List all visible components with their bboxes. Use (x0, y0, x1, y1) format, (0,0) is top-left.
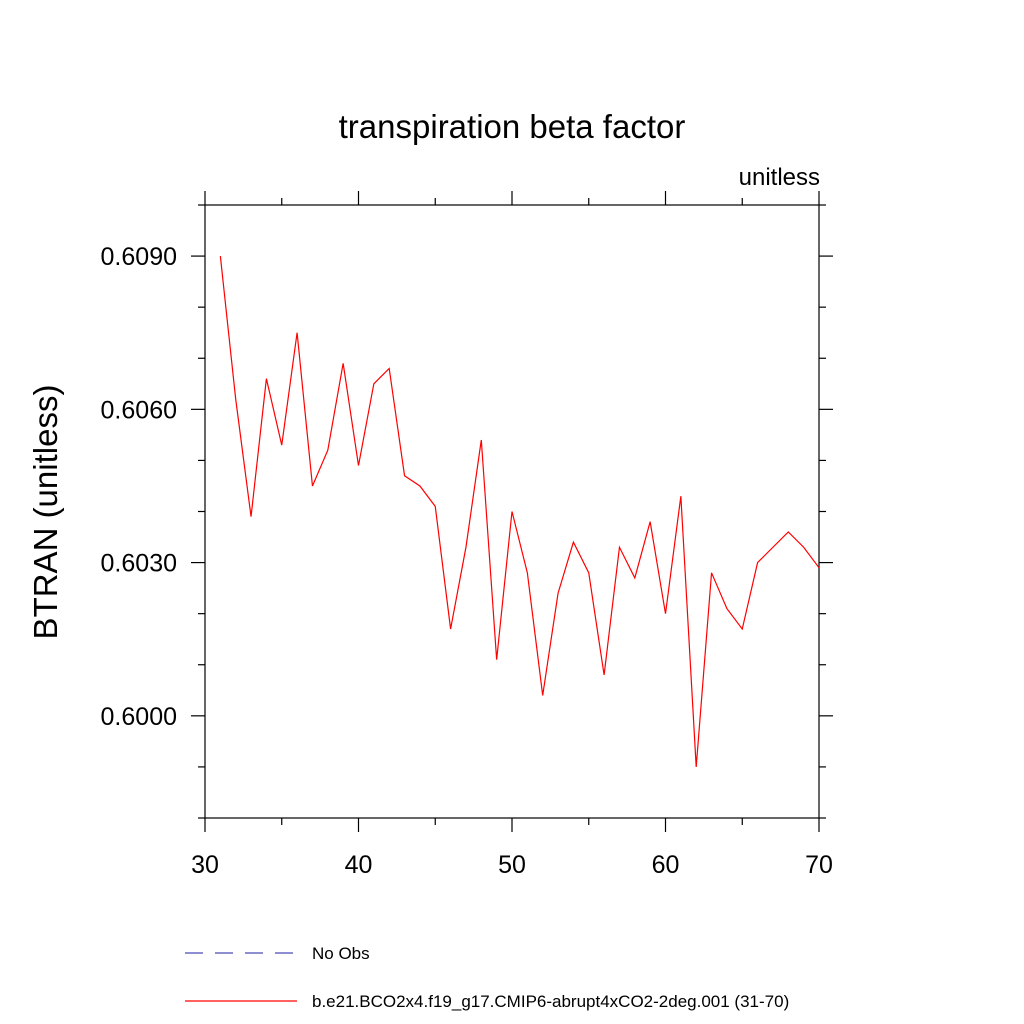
y-tick-label: 0.6000 (101, 703, 177, 731)
series-layer (219, 255, 821, 768)
y-axis-ticks (191, 204, 833, 819)
data-point (771, 546, 774, 549)
x-tick-label: 50 (498, 851, 526, 879)
data-point (541, 694, 544, 697)
data-point (756, 561, 759, 564)
data-point (802, 546, 805, 549)
data-point (603, 673, 606, 676)
x-tick-label: 70 (805, 851, 833, 879)
data-point (449, 627, 452, 630)
y-axis-tick-labels: 0.6000 0.6030 0.6060 0.6090 (101, 243, 177, 731)
data-point (587, 571, 590, 574)
x-axis-tick-labels: 30 40 50 60 70 (191, 851, 833, 879)
data-point (572, 541, 575, 544)
data-point (388, 367, 391, 370)
data-point (725, 607, 728, 610)
data-point (664, 612, 667, 615)
data-point (280, 444, 283, 447)
data-point (311, 484, 314, 487)
data-point (357, 464, 360, 467)
data-point (787, 530, 790, 533)
data-point (234, 398, 237, 401)
data-point (250, 515, 253, 518)
data-point (434, 505, 437, 508)
data-point (342, 362, 345, 365)
data-point (710, 571, 713, 574)
data-point (372, 382, 375, 385)
data-point (741, 627, 744, 630)
y-tick-label: 0.6090 (101, 243, 177, 271)
data-point (649, 520, 652, 523)
x-tick-label: 40 (345, 851, 373, 879)
data-point (818, 566, 821, 569)
data-point (265, 377, 268, 380)
data-point (418, 484, 421, 487)
data-point (679, 495, 682, 498)
data-point (480, 438, 483, 441)
data-point (618, 546, 621, 549)
x-tick-label: 60 (652, 851, 680, 879)
data-point (403, 474, 406, 477)
legend: No Obs b.e21.BCO2x4.f19_g17.CMIP6-abrupt… (185, 944, 789, 1011)
legend-label-no-obs: No Obs (312, 944, 370, 963)
data-point (326, 449, 329, 452)
data-point (557, 592, 560, 595)
x-axis-ticks (204, 191, 820, 832)
legend-label-model-run: b.e21.BCO2x4.f19_g17.CMIP6-abrupt4xCO2-2… (312, 992, 789, 1011)
y-tick-label: 0.6060 (101, 396, 177, 424)
units-label: unitless (739, 164, 820, 191)
chart-title: transpiration beta factor (339, 108, 686, 145)
data-point (464, 546, 467, 549)
data-point (511, 510, 514, 513)
y-axis-label: BTRAN (unitless) (27, 385, 64, 640)
series-line (219, 256, 820, 767)
data-point (695, 765, 698, 768)
x-tick-label: 30 (191, 851, 219, 879)
y-tick-label: 0.6030 (101, 550, 177, 578)
data-point (526, 571, 529, 574)
data-point (495, 658, 498, 661)
data-point (219, 255, 222, 258)
data-point (633, 576, 636, 579)
data-point (296, 331, 299, 334)
